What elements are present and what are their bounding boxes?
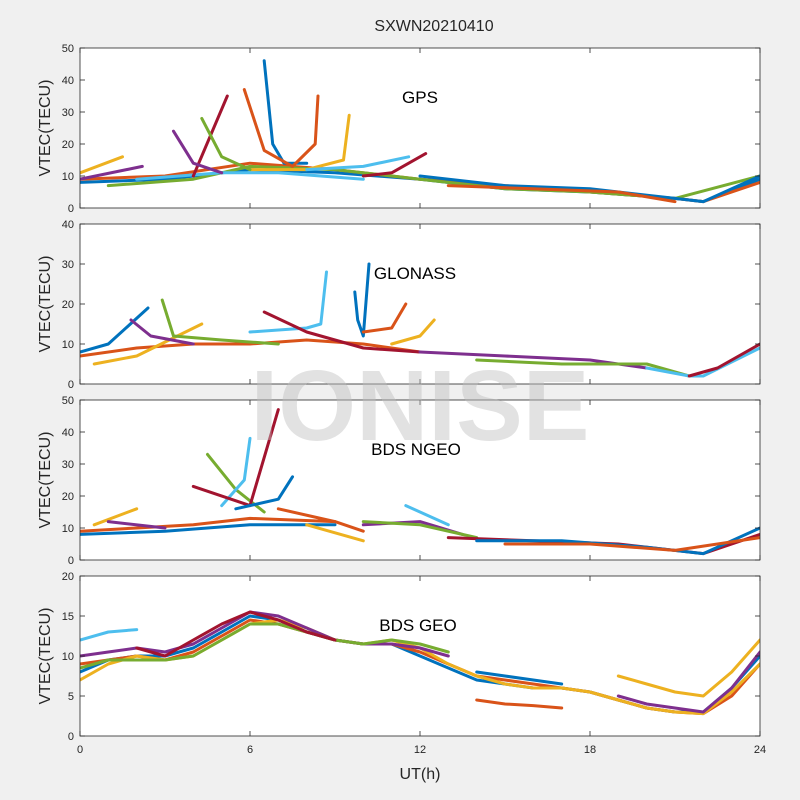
plot-area <box>80 48 760 208</box>
series-group <box>80 408 760 556</box>
y-tick-label: 50 <box>62 43 74 55</box>
panel-1: 0 10 20 30 40 VTEC(TECU) GLONASS <box>37 219 761 391</box>
series-line <box>234 475 294 511</box>
y-axis-label: VTEC(TECU) <box>37 608 54 705</box>
x-tick-label: 12 <box>414 744 426 756</box>
series-line <box>106 520 167 530</box>
x-tick-label: 18 <box>584 744 596 756</box>
series-line <box>80 306 150 354</box>
y-tick-label: 0 <box>68 203 74 215</box>
y-tick-label: 0 <box>68 731 74 743</box>
series-line <box>80 164 144 181</box>
series-line <box>475 358 691 378</box>
series-line <box>135 610 337 658</box>
series-group <box>80 59 760 204</box>
series-line <box>446 184 677 204</box>
x-tick-label: 0 <box>77 744 83 756</box>
y-tick-label: 40 <box>62 75 74 87</box>
panel-label: BDS NGEO <box>371 440 461 459</box>
x-axis-label: UT(h) <box>400 766 441 783</box>
series-line <box>248 270 328 334</box>
series-line <box>616 650 760 714</box>
y-tick-label: 40 <box>62 219 74 231</box>
series-line <box>80 155 124 175</box>
x-tick-label: 6 <box>247 744 253 756</box>
panel-label: BDS GEO <box>379 616 456 635</box>
series-line <box>172 129 224 175</box>
series-line <box>276 507 365 533</box>
panel-2: 0 10 20 30 40 50 VTEC(TECU) BDS NGEO <box>37 395 761 567</box>
figure-title: SXWN20210410 <box>374 18 493 35</box>
y-tick-label: 5 <box>68 691 74 703</box>
y-tick-label: 10 <box>62 651 74 663</box>
y-tick-label: 10 <box>62 171 74 183</box>
series-line <box>129 318 195 346</box>
y-tick-label: 50 <box>62 395 74 407</box>
panel-label: GLONASS <box>374 264 456 283</box>
series-line <box>390 318 436 346</box>
series-line <box>361 520 479 540</box>
series-line <box>80 516 337 533</box>
series-line <box>616 638 760 698</box>
y-tick-label: 15 <box>62 611 74 623</box>
series-line <box>200 116 252 172</box>
series-line <box>361 152 428 178</box>
x-tick-label: 24 <box>754 744 766 756</box>
y-tick-label: 30 <box>62 459 74 471</box>
y-tick-label: 20 <box>62 299 74 311</box>
series-line <box>135 171 365 181</box>
y-tick-label: 0 <box>68 379 74 391</box>
series-line <box>687 342 760 378</box>
series-line <box>80 523 337 536</box>
watermark: IONISE <box>251 350 590 462</box>
plot-area <box>80 400 760 560</box>
plot-area <box>80 224 760 384</box>
y-tick-label: 20 <box>62 139 74 151</box>
series-line <box>305 155 411 172</box>
series-line <box>353 262 371 338</box>
series-line <box>503 536 760 552</box>
panel-0: 0 10 20 30 40 50 VTEC(TECU) GPS <box>37 43 761 215</box>
y-tick-label: 10 <box>62 523 74 535</box>
y-tick-label: 20 <box>62 491 74 503</box>
series-group <box>80 262 760 378</box>
panel-label: GPS <box>402 88 438 107</box>
series-line <box>160 298 280 346</box>
series-line <box>248 113 351 172</box>
series-line <box>92 507 139 527</box>
series-line <box>80 622 450 670</box>
series-line <box>242 88 320 168</box>
series-line <box>80 338 422 358</box>
series-line <box>305 523 365 543</box>
series-line <box>92 322 204 366</box>
series-line <box>361 302 408 334</box>
y-tick-label: 10 <box>62 339 74 351</box>
series-line <box>262 310 422 354</box>
y-axis-label: VTEC(TECU) <box>37 432 54 529</box>
series-line <box>404 504 450 527</box>
series-group <box>80 610 760 716</box>
series-line <box>645 346 760 378</box>
panel-3: 0 5 10 15 20 0 6 12 18 24 VTEC(TECU) BDS GEO UT(h) <box>37 571 766 783</box>
y-tick-label: 40 <box>62 427 74 439</box>
y-tick-label: 30 <box>62 259 74 271</box>
y-axis-label: VTEC(TECU) <box>37 80 54 177</box>
series-line <box>475 698 564 710</box>
y-axis-label: VTEC(TECU) <box>37 256 54 353</box>
y-tick-label: 0 <box>68 555 74 567</box>
series-line <box>475 670 564 686</box>
y-tick-label: 20 <box>62 571 74 583</box>
y-tick-label: 30 <box>62 107 74 119</box>
series-line <box>80 628 139 642</box>
